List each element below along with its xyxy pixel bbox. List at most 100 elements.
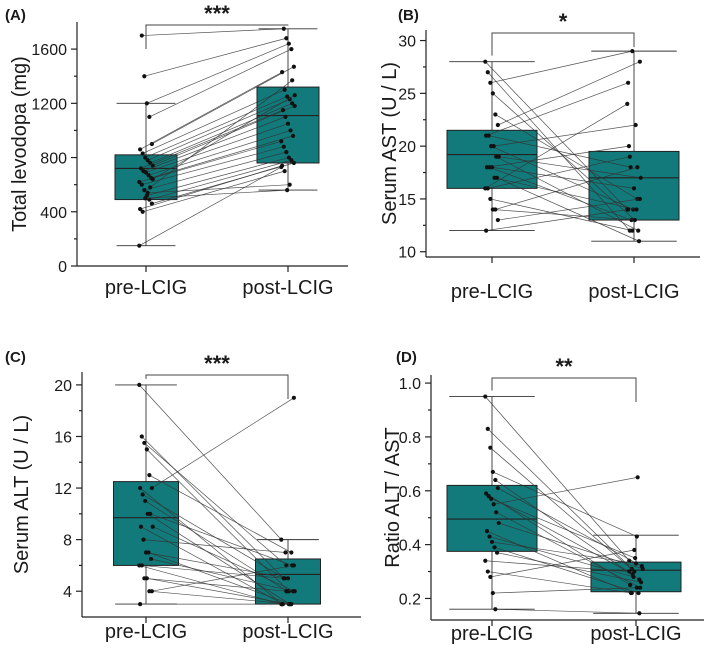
x-tick-label: post-LCIG [242,621,333,643]
point-post [284,36,289,41]
y-axis-title: Serum ALT (U / L) [11,415,33,574]
point-post [627,569,632,574]
pair-line [498,156,641,179]
box-iqr [446,129,538,189]
point-post [290,589,296,594]
point-pre [494,175,500,180]
pair-line [146,449,290,592]
pair-line [145,189,288,199]
pair-line [147,98,290,161]
pair-line [489,536,634,578]
point-post [292,103,297,109]
point-post [637,196,642,202]
box-post-LCIG [588,50,680,242]
point-post [281,144,286,149]
significance-bracket [491,32,635,56]
pair-line [146,157,289,196]
point-post [633,122,638,128]
point-pre [145,190,150,195]
y-axis-title: Ratio ALT / AST [382,427,404,567]
point-pre [483,558,488,563]
pair-line [149,48,292,118]
point-post [635,475,640,480]
point-pre [138,485,143,491]
pair-line [151,66,295,145]
point-pre [488,80,493,85]
pair-line [487,428,633,570]
pair-line [152,105,295,167]
box-post-LCIG [590,534,682,614]
point-post [283,550,288,555]
pair-line [149,590,292,605]
point-pre [143,155,148,160]
x-tick-label: post-LCIG [242,277,333,299]
point-pre [146,550,151,555]
point-post [280,108,286,113]
point-pre [140,209,145,214]
point-pre [483,394,488,399]
pair-line [497,198,640,221]
point-pre [142,74,147,79]
point-post [637,59,642,64]
pair-line [148,552,291,605]
pair-line [149,474,292,553]
point-post [630,49,635,54]
pair-line [145,123,289,173]
point-post [287,97,292,102]
point-pre [493,477,498,483]
point-pre [137,179,142,185]
point-pre [139,434,144,439]
y-tick-label: 25 [398,86,416,103]
point-post [287,182,292,187]
point-pre [496,154,501,159]
point-pre [140,151,145,156]
point-post [628,582,633,588]
point-pre [487,534,492,539]
pair-line [493,476,638,505]
pair-line [152,526,295,592]
pair-line [490,50,633,84]
point-post [626,207,631,212]
point-pre [148,556,154,562]
pair-line [494,546,639,594]
point-pre [138,524,144,529]
y-tick-label: 400 [40,205,67,222]
point-pre [148,185,153,190]
point-post [626,80,631,85]
x-tick-label: pre-LCIG [451,281,533,303]
y-tick-label: 0.2 [399,591,421,608]
significance-label: *** [204,351,230,376]
point-pre [137,243,142,248]
point-pre [140,492,145,497]
pair-line [491,541,637,564]
pair-line [492,93,636,221]
point-pre [149,589,154,594]
point-pre [149,201,154,206]
point-pre [490,91,495,96]
point-post [285,94,290,99]
panel-label: (A) [5,7,26,24]
pair-line [494,177,637,210]
pair-line [151,565,294,592]
point-pre [483,59,488,64]
point-post [280,163,285,168]
pair-line [143,116,286,172]
point-pre [143,498,148,504]
point-post [626,144,632,149]
point-pre [150,163,155,168]
point-post [638,580,644,585]
y-tick-label: 4 [63,584,72,601]
pair-line [139,71,283,150]
point-post [631,574,636,580]
y-tick-label: 16 [54,429,72,446]
point-post [290,133,296,138]
pair-line [495,608,640,614]
point-pre [149,485,154,491]
pair-line [141,146,284,186]
point-post [291,160,296,166]
point-pre [485,70,490,75]
significance-label: *** [204,1,230,26]
y-tick-label: 15 [398,192,416,209]
pair-line [492,587,637,594]
point-pre [143,196,148,201]
